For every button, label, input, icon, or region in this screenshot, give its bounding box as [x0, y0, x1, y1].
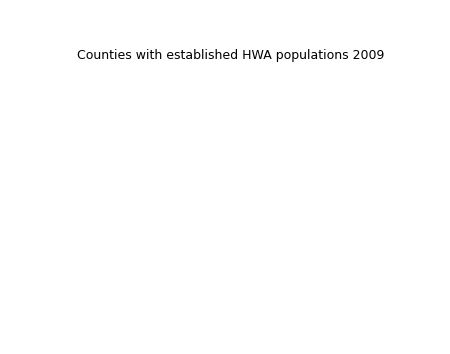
Text: Counties with established HWA populations 2009: Counties with established HWA population…	[77, 50, 384, 62]
